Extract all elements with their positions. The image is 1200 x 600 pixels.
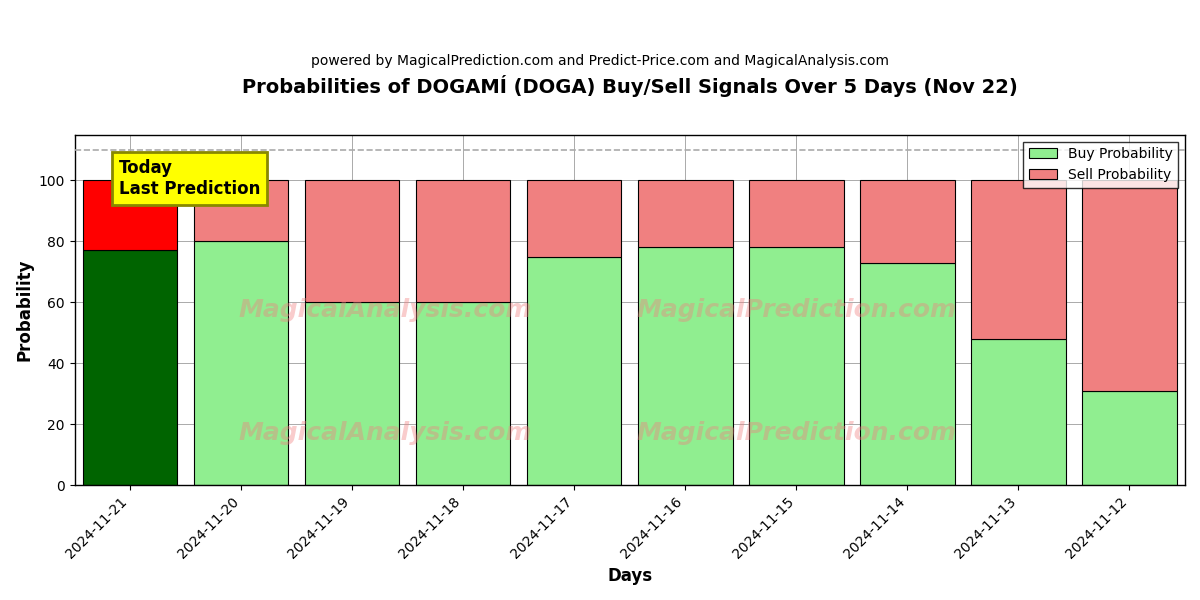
Bar <box>638 247 732 485</box>
Bar <box>527 257 622 485</box>
Bar <box>416 302 510 485</box>
Bar <box>527 181 622 257</box>
Bar <box>749 247 844 485</box>
Bar <box>1082 391 1177 485</box>
Bar <box>305 181 400 302</box>
Bar <box>749 181 844 247</box>
Text: powered by MagicalPrediction.com and Predict-Price.com and MagicalAnalysis.com: powered by MagicalPrediction.com and Pre… <box>311 54 889 68</box>
Bar <box>305 302 400 485</box>
Legend: Buy Probability, Sell Probability: Buy Probability, Sell Probability <box>1024 142 1178 188</box>
Bar <box>194 241 288 485</box>
Text: MagicalAnalysis.com: MagicalAnalysis.com <box>239 421 533 445</box>
Text: MagicalPrediction.com: MagicalPrediction.com <box>636 298 956 322</box>
Title: Probabilities of DOGAMÍ (DOGA) Buy/Sell Signals Over 5 Days (Nov 22): Probabilities of DOGAMÍ (DOGA) Buy/Sell … <box>242 75 1018 97</box>
Bar <box>971 339 1066 485</box>
X-axis label: Days: Days <box>607 567 653 585</box>
Bar <box>971 181 1066 339</box>
Bar <box>638 181 732 247</box>
Bar <box>860 263 955 485</box>
Bar <box>860 181 955 263</box>
Bar <box>194 181 288 241</box>
Text: MagicalAnalysis.com: MagicalAnalysis.com <box>239 298 533 322</box>
Y-axis label: Probability: Probability <box>16 259 34 361</box>
Bar <box>416 181 510 302</box>
Bar <box>1082 181 1177 391</box>
Bar <box>83 181 178 250</box>
Bar <box>83 250 178 485</box>
Text: MagicalPrediction.com: MagicalPrediction.com <box>636 421 956 445</box>
Text: Today
Last Prediction: Today Last Prediction <box>119 159 260 198</box>
